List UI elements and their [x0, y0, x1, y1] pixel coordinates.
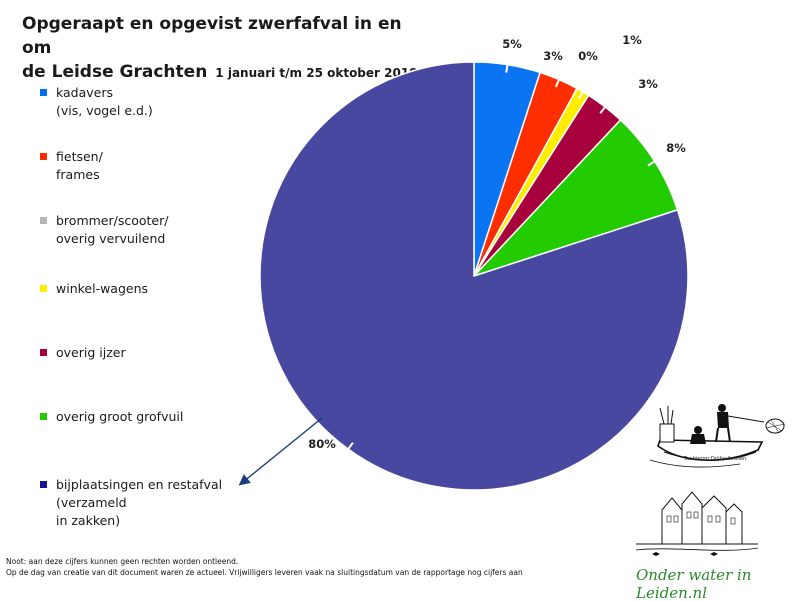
pie-slices — [259, 61, 689, 491]
note-line-1: Noot: aan deze cijfers kunnen geen recht… — [6, 557, 239, 566]
chart-subtitle: 1 januari t/m 25 oktober 2018 — [215, 66, 418, 80]
chart-title: Opgeraapt en opgevist zwerfafval in en o… — [22, 12, 422, 85]
pie-leader-lines — [341, 54, 664, 458]
boat-logo-text: Tankterror Drijfvuilvissen — [684, 456, 747, 462]
legend-label: overig groot grofvuil — [56, 409, 184, 424]
pie-data-label: 8% — [666, 141, 686, 155]
title-line-2: de Leidse Grachten 1 januari t/m 25 oktob… — [22, 60, 422, 85]
title-line-1: Opgeraapt en opgevist zwerfafval in en o… — [22, 14, 402, 58]
legend-label: overig ijzer — [56, 345, 126, 360]
brand-logo-text: Onder water in Leiden.nl — [636, 566, 752, 602]
annotation-arrow — [238, 417, 323, 486]
legend-label: kadavers (vis, vogel e.d.) — [56, 85, 153, 118]
legend-swatch — [40, 413, 47, 420]
title-line-2-text: de Leidse Grachten — [22, 62, 208, 82]
legend-label: bijplaatsingen en restafval (verzameld i… — [56, 477, 223, 528]
boat-logo — [649, 404, 786, 468]
disclaimer-note: Noot: aan deze cijfers kunnen geen recht… — [6, 556, 523, 578]
pie-data-label: 1% — [622, 33, 642, 47]
pie-data-label: 5% — [502, 37, 522, 51]
legend-swatch — [40, 89, 47, 96]
legend-label: fietsen/ frames — [56, 149, 103, 182]
pie-leader-line — [578, 82, 589, 100]
pie-data-label: 80% — [308, 437, 336, 451]
pie-data-labels: 5% 3% 0% 1% 3% 8% 80% — [308, 33, 686, 451]
pie-data-label: 0% — [578, 49, 598, 63]
legend-swatch — [40, 153, 47, 160]
legend-swatch — [40, 217, 47, 224]
legend-swatch — [40, 349, 47, 356]
legend-swatch — [40, 285, 47, 292]
pie-leader-line — [554, 70, 564, 88]
pie-leader-line — [647, 155, 664, 167]
pie-leader-line — [572, 79, 583, 96]
pie-data-label: 3% — [638, 77, 658, 91]
legend-label: winkel-wagens — [56, 281, 149, 296]
pie-leader-line — [341, 442, 354, 458]
pie-data-label: 3% — [543, 49, 563, 63]
legend-swatch — [40, 481, 47, 488]
legend-label: brommer/scooter/ overig vervuilend — [56, 213, 169, 246]
canal-houses-logo — [635, 491, 759, 556]
pie-leader-line — [599, 98, 613, 114]
note-line-2: Op de dag van creatie van dit document w… — [6, 568, 523, 577]
pie-leader-line — [505, 54, 511, 73]
